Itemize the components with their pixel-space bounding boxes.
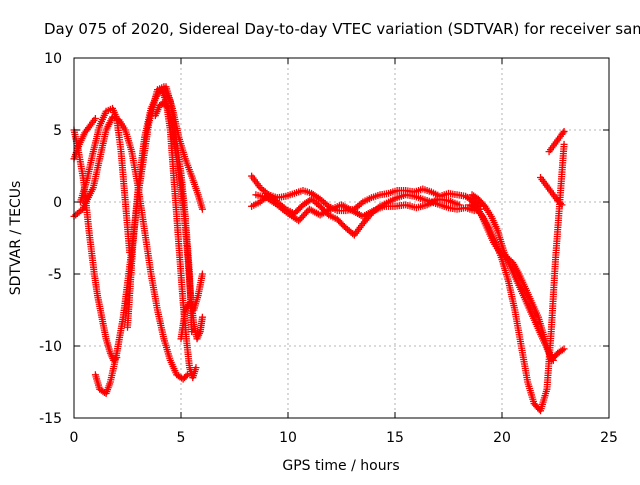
data-point	[556, 199, 564, 207]
plot-frame	[73, 57, 610, 419]
series-arc-8	[162, 83, 206, 213]
axis-ticks: 0 5 10 15 20 25 10 5 0 -5 -10 -15	[39, 51, 618, 446]
series-arc-7	[151, 99, 206, 343]
data-point	[560, 140, 568, 148]
y-axis-label: SDTVAR / TECUs	[8, 181, 24, 296]
x-tick-label: 5	[177, 430, 186, 446]
series-arc-15	[470, 198, 568, 364]
y-tick-label: -15	[39, 411, 62, 427]
data-point	[295, 217, 303, 225]
y-tick-label: 0	[53, 195, 62, 211]
data-point	[298, 213, 306, 221]
data-point	[296, 215, 304, 223]
x-tick-label: 0	[70, 430, 79, 446]
data-point	[183, 371, 191, 379]
y-tick-label: -10	[39, 339, 62, 355]
x-tick-label: 10	[279, 430, 297, 446]
y-tick-label: -5	[48, 267, 62, 283]
data-point	[560, 127, 568, 135]
data-point	[299, 212, 307, 220]
y-tick-label: 5	[53, 123, 62, 139]
y-tick-label: 10	[44, 51, 62, 67]
x-axis-label: GPS time / hours	[282, 458, 399, 474]
data-point	[198, 205, 206, 213]
series-arc-9	[177, 270, 206, 343]
series-arc-3	[70, 113, 191, 383]
data-point	[558, 346, 566, 354]
data-point	[455, 201, 463, 209]
data-point	[198, 270, 206, 278]
x-tick-label: 15	[386, 430, 404, 446]
data-point	[560, 345, 568, 353]
chart-title: Day 075 of 2020, Sidereal Day-to-day VTE…	[44, 20, 640, 38]
data-point	[559, 129, 567, 137]
data-point	[182, 372, 190, 380]
series-arc-17	[537, 174, 566, 209]
data-point	[198, 313, 206, 321]
data-points	[70, 83, 568, 415]
series-arc-12	[252, 191, 463, 225]
data-point	[91, 114, 99, 122]
series-arc-16	[545, 127, 568, 156]
data-point	[188, 328, 196, 336]
x-tick-label: 20	[493, 430, 511, 446]
data-point	[302, 208, 310, 216]
data-point	[558, 201, 566, 209]
data-point	[192, 364, 200, 372]
x-tick-label: 25	[600, 430, 618, 446]
data-point	[301, 210, 309, 218]
series-arc-2	[70, 114, 99, 163]
